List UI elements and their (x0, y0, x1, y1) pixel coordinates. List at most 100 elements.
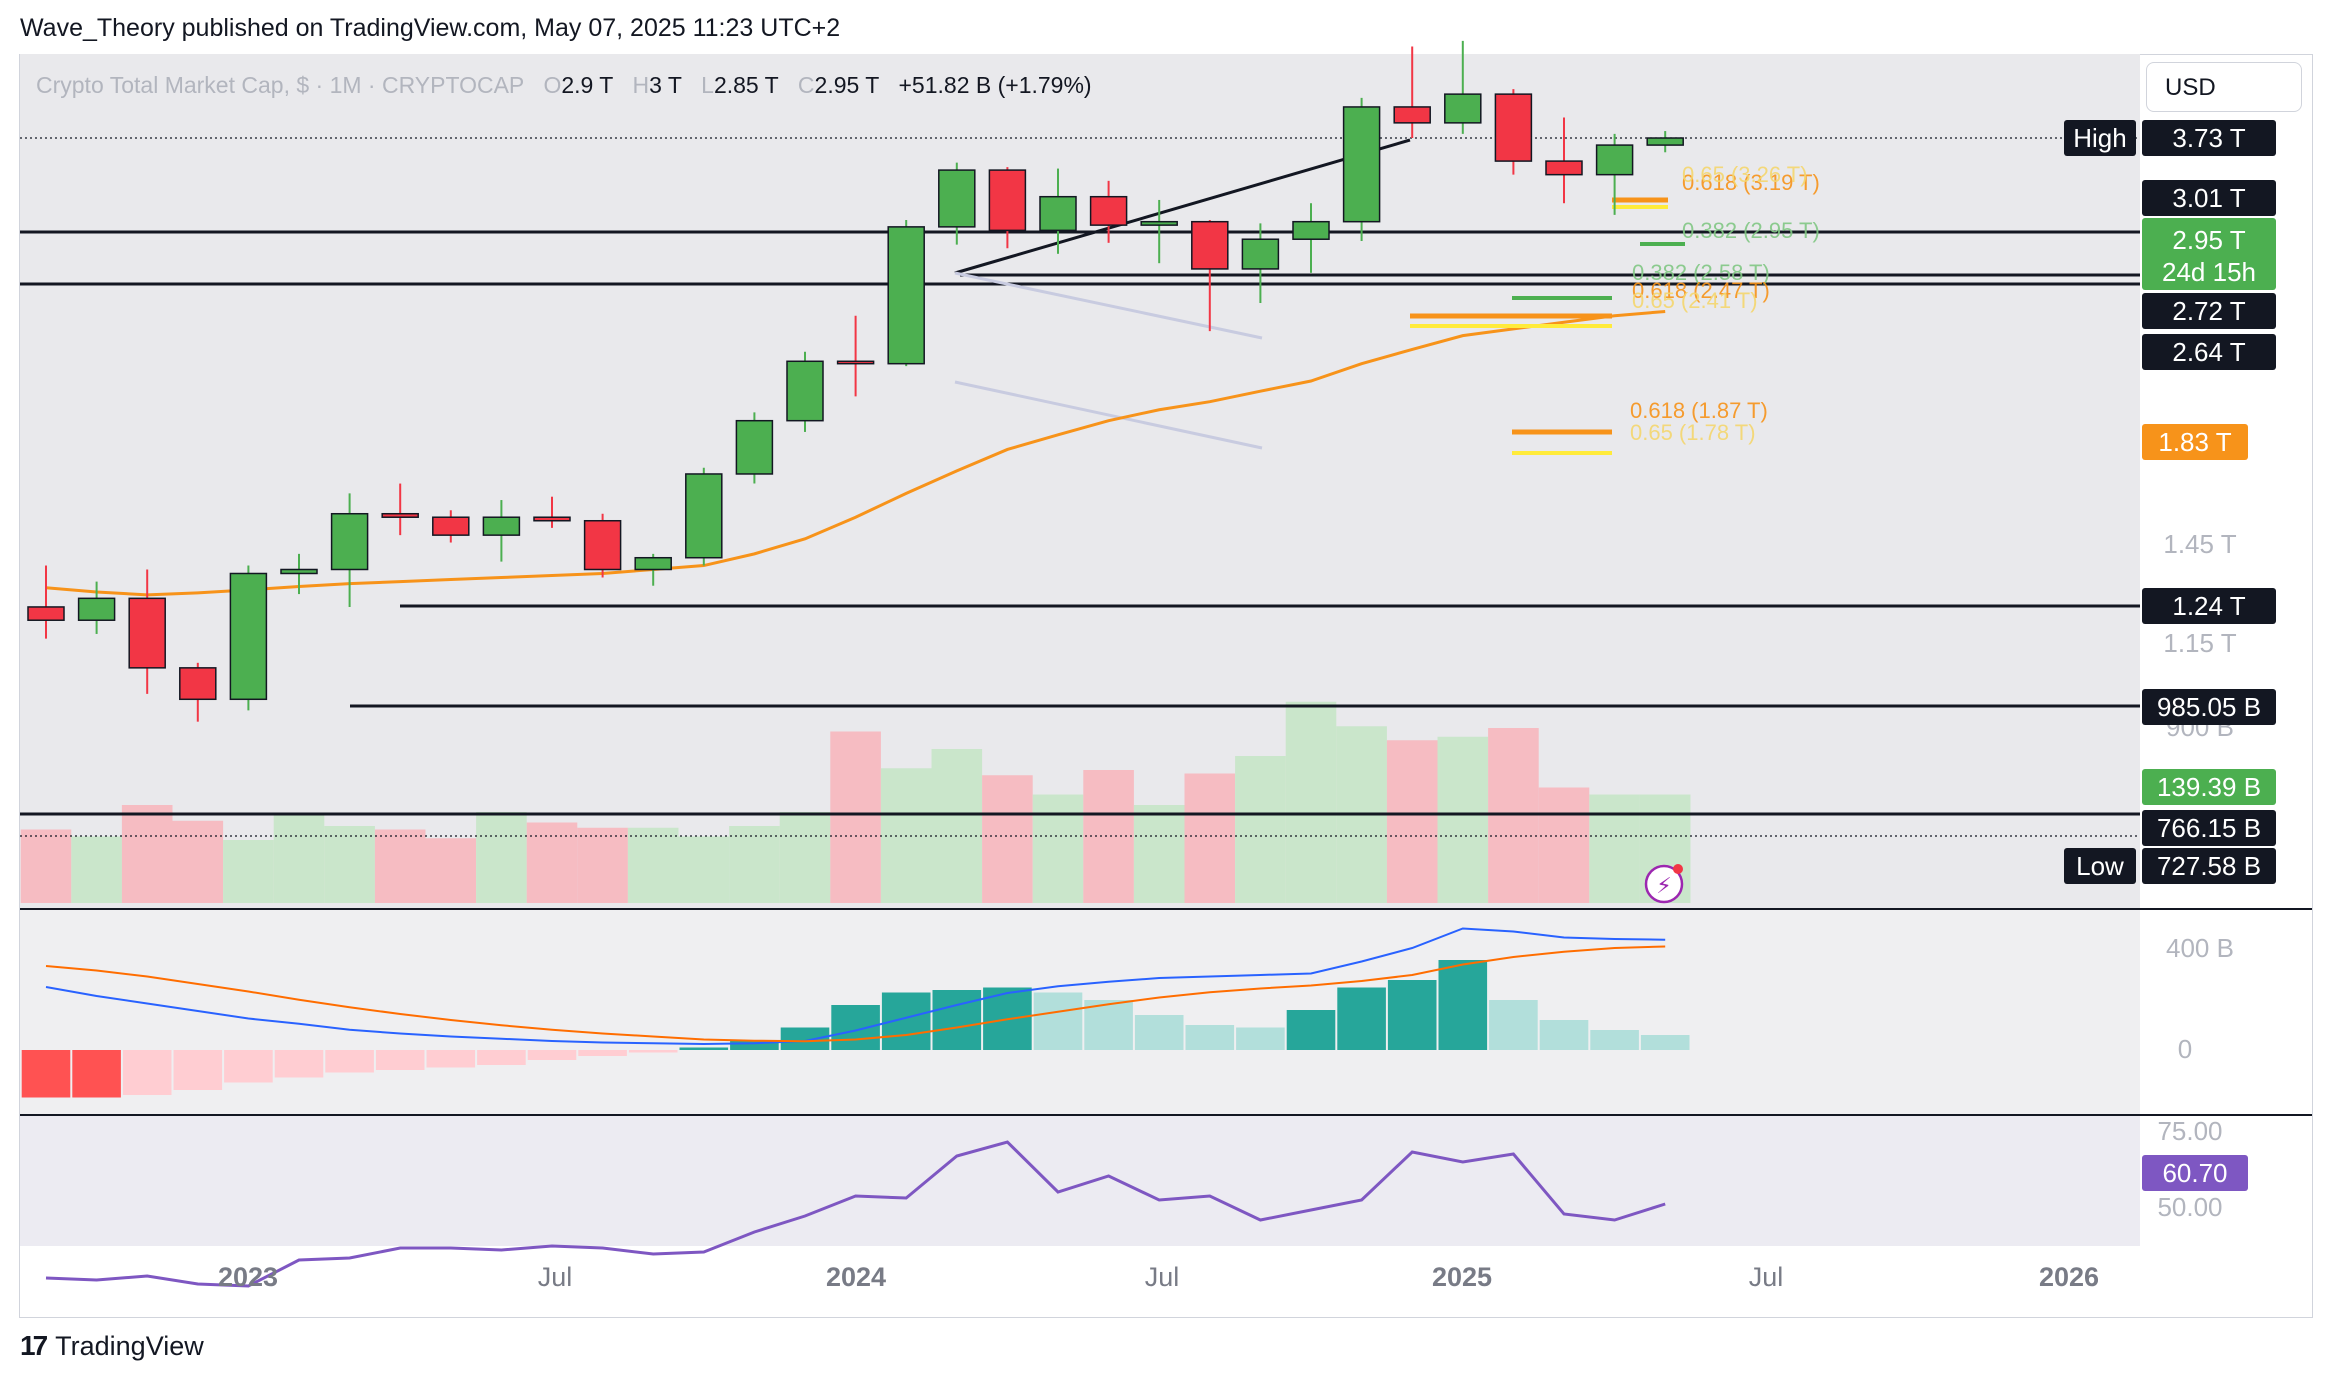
candle (1595, 133, 1634, 215)
candle (583, 513, 622, 578)
x-tick-label: Jul (1145, 1262, 1180, 1292)
fib-label: 0.382 (2.95 T) (1682, 218, 1820, 243)
fib-label: 0.618 (3.19 T) (1682, 170, 1820, 195)
price-level-label-bg (2142, 848, 2276, 884)
volume-bar (1032, 794, 1084, 903)
rsi-value-label-text: 60.70 (2162, 1158, 2227, 1188)
price-level-label: 1.24 T (2142, 588, 2276, 624)
candle-body (128, 597, 166, 669)
macd-histogram-bar (325, 1050, 374, 1073)
macd-histogram-bar (1489, 1000, 1538, 1050)
volume-label-text: 139.39 B (2157, 772, 2261, 802)
legend-l-label: L (701, 72, 714, 98)
ema-price-label-bg (2142, 424, 2248, 460)
candle-body (1393, 106, 1431, 124)
candle (938, 162, 976, 245)
price-level-label: 3.01 T (2142, 180, 2276, 216)
candle (381, 483, 419, 536)
channel-line-bottom (954, 380, 1263, 450)
macd-histogram-bar (578, 1050, 627, 1056)
candle-body (836, 360, 875, 365)
volume-label-bg (2142, 769, 2276, 805)
price-level-label-bg (2142, 588, 2276, 624)
brand-name: TradingView (55, 1330, 204, 1361)
candle (432, 510, 470, 543)
macd-histogram-bar (1640, 1035, 1690, 1050)
macd-histogram-bar (932, 990, 982, 1050)
price-level-label-text: 985.05 B (2157, 692, 2261, 722)
axis-label: 1.15 T (2163, 628, 2236, 658)
macd-histogram-bar (1539, 1020, 1589, 1050)
candle-body (735, 419, 774, 475)
legend-c-value: 2.95 T (814, 72, 880, 98)
candle (27, 565, 65, 639)
candle-body (330, 512, 369, 571)
ohlc-legend: Crypto Total Market Cap, $ · 1M · CRYPTO… (36, 72, 1092, 99)
macd-histogram-bar (831, 1005, 880, 1050)
axis-label: 1.45 T (2163, 529, 2236, 559)
macd-line (45, 927, 1666, 1046)
x-tick-label: 2023 (218, 1262, 278, 1292)
macd-signal-line (45, 945, 1666, 1043)
candle-body (1140, 220, 1178, 226)
level-tag-high: High (2064, 120, 2136, 156)
flash-icon-glyph: ⚡ (1656, 873, 1671, 898)
volume-bar (1285, 701, 1337, 903)
macd-histogram-bar (1438, 960, 1488, 1050)
currency-select[interactable]: USD (2146, 62, 2302, 112)
volume-bar (476, 812, 527, 903)
legend-symbol: Crypto Total Market Cap, $ · 1M · CRYPTO… (36, 72, 525, 98)
candle-body (381, 512, 419, 518)
fib-label: 0.65 (3.26 T) (1682, 162, 1808, 187)
volume-bar (729, 826, 780, 903)
candle (1292, 203, 1330, 273)
candle-body (1342, 106, 1381, 223)
volume-bar (1386, 740, 1438, 903)
rsi-pane-bg (20, 1116, 2140, 1246)
rsi-axis-label: 75.00 (2157, 1116, 2222, 1146)
volume-label: 139.39 B (2142, 769, 2276, 805)
candle-body (634, 556, 672, 571)
ema-price-label: 1.83 T (2142, 424, 2248, 460)
macd-histogram-bar (1185, 1025, 1235, 1050)
current-price-text: 2.95 T (2172, 225, 2245, 255)
tradingview-brand[interactable]: 17 TradingView (20, 1330, 204, 1362)
price-level-label-bg (2142, 810, 2276, 846)
volume-bar (223, 840, 274, 903)
fib-label: 0.65 (1.78 T) (1630, 420, 1756, 445)
level-tag-text: High (2073, 123, 2126, 153)
candle (1241, 223, 1280, 304)
candle (1494, 89, 1533, 175)
candle (1646, 131, 1684, 153)
candle-body (583, 519, 622, 571)
candle (1393, 46, 1431, 139)
macd-histogram-bar (780, 1027, 830, 1050)
rsi-line (45, 1140, 1666, 1288)
macd-histogram-bar (173, 1050, 223, 1090)
x-tick-label: 2024 (826, 1262, 886, 1292)
macd-histogram-bar (375, 1050, 425, 1070)
price-level-label-text: 1.24 T (2172, 591, 2245, 621)
macd-histogram-bar (224, 1050, 273, 1083)
candle (786, 351, 824, 432)
candle (1545, 117, 1583, 204)
macd-histogram-bar (1590, 1030, 1639, 1050)
x-tick-label: 2026 (2039, 1262, 2099, 1292)
candle-body (432, 516, 470, 536)
price-level-label: 3.73 T (2142, 120, 2276, 156)
candle (128, 569, 166, 694)
countdown-text: 24d 15h (2162, 257, 2256, 287)
flash-icon-dot (1673, 864, 1683, 874)
candle (1342, 97, 1381, 242)
publisher-line: Wave_Theory published on TradingView.com… (20, 14, 841, 42)
tradingview-logo-icon: 17 (20, 1330, 48, 1361)
macd-histogram-bar (122, 1050, 172, 1095)
volume-bar (931, 749, 983, 903)
candle (1191, 219, 1229, 332)
candle (1039, 168, 1077, 254)
price-level-label: 985.05 B (2142, 689, 2276, 725)
macd-axis-label: 400 B (2166, 933, 2234, 963)
legend-o-value: 2.9 T (561, 72, 614, 98)
